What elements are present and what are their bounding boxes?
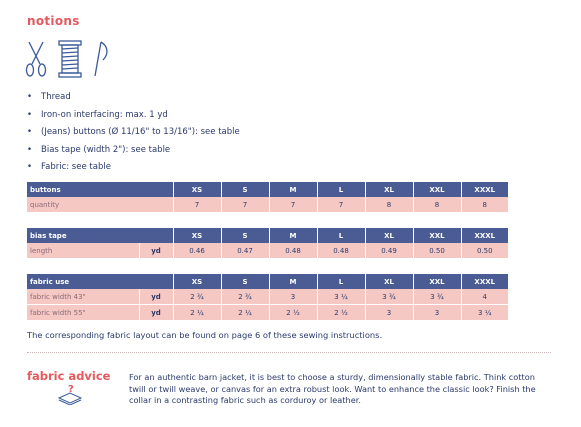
table-cell: 2 ¼ <box>172 304 221 321</box>
size-header: S <box>220 182 269 197</box>
list-item: • Iron-on interfacing: max. 1 yd <box>27 109 168 120</box>
list-item-text: Thread <box>41 92 71 102</box>
notions-list: • Thread • Iron-on interfacing: max. 1 yd … <box>27 89 240 177</box>
size-header: XL <box>364 274 413 289</box>
table-header-row: bias tape XS S M L XL XXL XXXL <box>27 228 511 243</box>
table-cell: 8 <box>364 197 413 213</box>
size-header: M <box>268 182 317 197</box>
table-row: fabric width 43" yd 2 ¾ 2 ¾ 3 3 ¼ 3 ¾ 3 … <box>27 289 510 305</box>
table-cell: 8 <box>460 197 510 213</box>
table-header-row: fabric use XS S M L XL XXL XXXL <box>27 274 510 289</box>
table-row: length yd 0.46 0.47 0.48 0.48 0.49 0.50 … <box>27 243 511 259</box>
table-header-row: buttons XS S M L XL XXL XXXL <box>27 182 510 197</box>
advice-text: For an authentic barn jacket, it is best… <box>129 372 536 405</box>
size-header: M <box>268 228 318 243</box>
table-title: fabric use <box>27 274 173 289</box>
row-label: fabric width 43" <box>27 289 139 305</box>
fabric-layout-note: The corresponding fabric layout can be f… <box>27 330 383 340</box>
table-cell: 0.48 <box>316 243 366 259</box>
table-cell: 3 ¾ <box>412 289 461 305</box>
size-header: XS <box>172 228 222 243</box>
buttons-table: buttons XS S M L XL XXL XXXL quantity 7 … <box>27 182 510 213</box>
size-header: S <box>220 228 270 243</box>
size-header: M <box>268 274 317 289</box>
question-fabric-icon: ? <box>57 384 83 405</box>
table-cell: 0.50 <box>460 243 511 259</box>
notions-icons <box>25 40 125 80</box>
list-item-text: Fabric: see table <box>41 162 111 172</box>
table-cell: 2 ¾ <box>172 289 221 305</box>
size-header: XS <box>172 274 221 289</box>
size-header: L <box>316 182 365 197</box>
table-cell: 4 <box>460 289 510 305</box>
table-cell: 3 ¼ <box>460 304 510 321</box>
bias-tape-table: bias tape XS S M L XL XXL XXXL length yd… <box>27 228 511 259</box>
row-label: quantity <box>27 197 173 213</box>
list-item: • Bias tape (width 2"): see table <box>27 144 171 155</box>
table-row: fabric width 55" yd 2 ¼ 2 ¼ 2 ½ 2 ½ 3 3 … <box>27 304 510 321</box>
size-header: XL <box>364 182 413 197</box>
table-cell: 0.47 <box>220 243 270 259</box>
size-header: S <box>220 274 269 289</box>
fabric-use-table: fabric use XS S M L XL XXL XXXL fabric w… <box>27 274 510 321</box>
table-cell: 2 ½ <box>316 304 365 321</box>
table-cell: 0.50 <box>412 243 462 259</box>
unit-label: yd <box>138 289 173 305</box>
list-item-text: (Jeans) buttons (Ø 11/16" to 13/16"): se… <box>41 127 240 137</box>
table-title: buttons <box>27 182 173 197</box>
table-cell: 7 <box>268 197 317 213</box>
table-cell: 3 <box>364 304 413 321</box>
table-row: quantity 7 7 7 7 8 8 8 <box>27 197 510 213</box>
table-cell: 0.48 <box>268 243 318 259</box>
size-header: L <box>316 274 365 289</box>
size-header: XS <box>172 182 221 197</box>
table-cell: 8 <box>412 197 461 213</box>
size-header: XL <box>364 228 414 243</box>
size-header: XXL <box>412 182 461 197</box>
list-item: • Fabric: see table <box>27 162 111 172</box>
thread-spool-icon <box>58 40 82 78</box>
size-header: XXL <box>412 274 461 289</box>
table-cell: 7 <box>172 197 221 213</box>
list-item: • (Jeans) buttons (Ø 11/16" to 13/16"): s… <box>27 127 240 137</box>
table-cell: 3 ¼ <box>316 289 365 305</box>
section-title: notions <box>27 14 80 28</box>
table-cell: 3 ¾ <box>364 289 413 305</box>
list-item-text: Iron-on interfacing: max. 1 yd <box>41 109 168 120</box>
divider <box>27 352 551 353</box>
table-title: bias tape <box>27 228 174 243</box>
size-header: XXXL <box>460 274 510 289</box>
scissors-icon <box>25 41 47 77</box>
table-cell: 2 ½ <box>268 304 317 321</box>
unit-label: yd <box>138 304 173 321</box>
size-header: XXXL <box>460 228 511 243</box>
svg-text:?: ? <box>68 384 74 395</box>
unit-label: yd <box>138 243 174 259</box>
row-label: fabric width 55" <box>27 304 139 321</box>
size-header: XXXL <box>460 182 510 197</box>
table-cell: 0.46 <box>172 243 222 259</box>
needle-icon <box>94 41 108 77</box>
table-cell: 0.49 <box>364 243 414 259</box>
list-item: • Thread <box>27 92 71 102</box>
advice-title: fabric advice <box>27 369 111 383</box>
table-cell: 7 <box>316 197 365 213</box>
table-cell: 2 ¾ <box>220 289 269 305</box>
size-header: XXL <box>412 228 462 243</box>
list-item-text: Bias tape (width 2"): see table <box>41 144 171 155</box>
table-cell: 3 <box>268 289 317 305</box>
table-cell: 2 ¼ <box>220 304 269 321</box>
row-label: length <box>27 243 139 259</box>
table-cell: 7 <box>220 197 269 213</box>
size-header: L <box>316 228 366 243</box>
table-cell: 3 <box>412 304 461 321</box>
